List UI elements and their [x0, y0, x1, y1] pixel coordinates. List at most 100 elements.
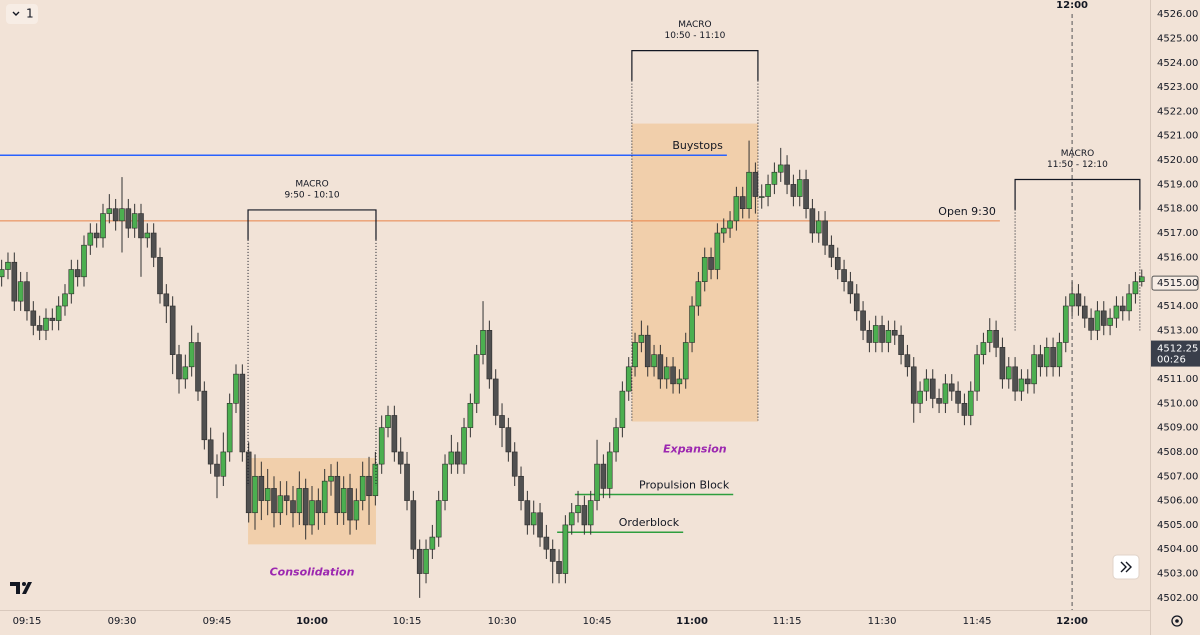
y-tick-label: 4518.00 [1157, 204, 1198, 215]
candle-body [334, 475, 341, 514]
candle-body [562, 524, 569, 574]
macro-time: 9:50 - 10:10 [284, 190, 339, 200]
candle-body [106, 208, 113, 214]
candle-body [676, 378, 683, 385]
macro-time: 11:50 - 12:10 [1047, 160, 1108, 170]
macro-bracket [631, 49, 759, 81]
macro-bracket [1014, 178, 1141, 210]
chevron-icon [12, 11, 20, 16]
logo [10, 582, 32, 594]
y-tick-label: 4505.00 [1157, 520, 1198, 531]
candle-body [372, 463, 379, 497]
candle-body [1081, 305, 1088, 319]
candle-body [695, 281, 702, 307]
settings-button[interactable] [1171, 615, 1183, 627]
candle-body [296, 488, 303, 514]
candle-body [961, 402, 968, 416]
candle-body [651, 354, 657, 368]
candle-body [1107, 317, 1113, 326]
candle-body [1012, 366, 1018, 392]
candle-body [701, 257, 708, 282]
candle-body [119, 208, 125, 222]
candle-body [537, 512, 543, 538]
candle-body [62, 293, 68, 307]
logo-shape [10, 582, 32, 594]
candle-body [543, 536, 550, 550]
candle-body [49, 317, 56, 321]
interval-label: 1 [26, 7, 34, 21]
level-label: Buystops [672, 139, 723, 152]
candle-body [1018, 378, 1025, 392]
interval-button[interactable]: 1 [6, 4, 38, 24]
candle-body [112, 208, 119, 222]
y-tick-label: 4509.00 [1157, 423, 1198, 434]
zone-label: Expansion [663, 443, 727, 456]
y-tick-label: 4503.00 [1157, 569, 1198, 580]
candle-body [176, 354, 182, 380]
candle-body [815, 220, 822, 234]
candle-body [689, 305, 695, 343]
macro-title: MACRO [1061, 149, 1094, 159]
candle-body [752, 171, 759, 197]
candle-body [74, 269, 81, 278]
candle-body [429, 536, 436, 550]
scroll-button[interactable] [1112, 554, 1140, 580]
candle-body [309, 500, 315, 526]
candle-body [1075, 293, 1082, 307]
candle-body [518, 475, 524, 501]
candle-body [385, 415, 391, 428]
macro-bracket [247, 209, 377, 240]
candle-body [955, 390, 961, 404]
candle-body [1043, 347, 1050, 368]
overlays: Consolidation Expansion Buystops Open 9:30 P… [247, 20, 1141, 578]
gear-icon [1171, 615, 1183, 627]
candle-body [68, 269, 75, 295]
candle-body [378, 427, 385, 465]
candle-body [746, 171, 752, 210]
y-tick-label: 4523.00 [1157, 82, 1198, 93]
candle-body [898, 334, 904, 355]
candle-body [632, 342, 638, 368]
candle-body [36, 325, 43, 331]
y-tick-label: 4513.00 [1157, 325, 1198, 336]
crosshair-label: 12:00 [1056, 0, 1088, 11]
candle-body [860, 310, 866, 331]
candle-body [1126, 293, 1132, 312]
candle-body [511, 451, 518, 477]
candle-body [315, 500, 322, 514]
candle-body [182, 366, 189, 380]
scroll-icon [1120, 561, 1132, 573]
candle-body [17, 281, 24, 302]
x-tick-label: 10:00 [296, 616, 328, 627]
candle-body [936, 398, 942, 404]
price-label: 4515.00 [1157, 278, 1198, 289]
level-label: Propulsion Block [639, 479, 730, 492]
candle-body [340, 488, 347, 514]
macro-time: 10:50 - 11:10 [664, 31, 725, 41]
candle-body [404, 463, 410, 501]
candle-body [416, 548, 423, 574]
candle-body [1037, 354, 1044, 368]
candle-body [796, 179, 803, 197]
zone-label: Consolidation [270, 565, 355, 578]
candle-body [663, 366, 670, 380]
price-label: 4512.25 [1157, 344, 1198, 355]
y-tick-label: 4511.00 [1157, 374, 1198, 385]
candle-body [841, 269, 847, 282]
gear-center [1175, 619, 1179, 623]
candle-body [942, 383, 949, 404]
candle-body [1005, 366, 1012, 380]
candle-body [11, 261, 18, 302]
candle-body [980, 342, 987, 355]
candle-body [549, 548, 556, 562]
candle-body [720, 227, 727, 234]
candle-body [169, 305, 176, 355]
candle-body [809, 208, 816, 234]
candle-body [638, 334, 645, 343]
candle-body [594, 463, 600, 501]
candle-body [347, 488, 353, 521]
candle-body [220, 451, 227, 477]
